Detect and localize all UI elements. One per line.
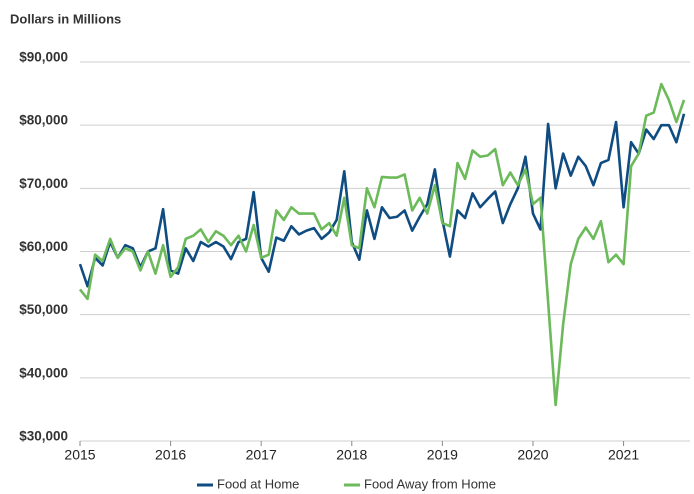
- y-tick-label: $50,000: [19, 302, 68, 317]
- y-tick-label: $90,000: [19, 50, 68, 65]
- x-tick-label: 2016: [155, 447, 186, 463]
- x-tick-label: 2019: [427, 447, 458, 463]
- x-tick-label: 2020: [517, 447, 548, 463]
- y-tick-label: $70,000: [19, 176, 68, 191]
- y-tick-label: $60,000: [19, 239, 68, 254]
- legend-label: Food at Home: [217, 476, 299, 491]
- x-tick-label: 2021: [608, 447, 639, 463]
- legend-label: Food Away from Home: [364, 476, 496, 491]
- chart-title: Dollars in Millions: [10, 11, 121, 26]
- x-tick-label: 2018: [336, 447, 367, 463]
- data-line: [78, 82, 686, 407]
- y-tick-label: $40,000: [19, 365, 68, 380]
- y-tick-label: $80,000: [19, 113, 68, 128]
- x-tick-label: 2017: [246, 447, 277, 463]
- x-tick-label: 2015: [64, 447, 95, 463]
- y-tick-label: $30,000: [19, 429, 68, 444]
- data-line: [78, 113, 686, 288]
